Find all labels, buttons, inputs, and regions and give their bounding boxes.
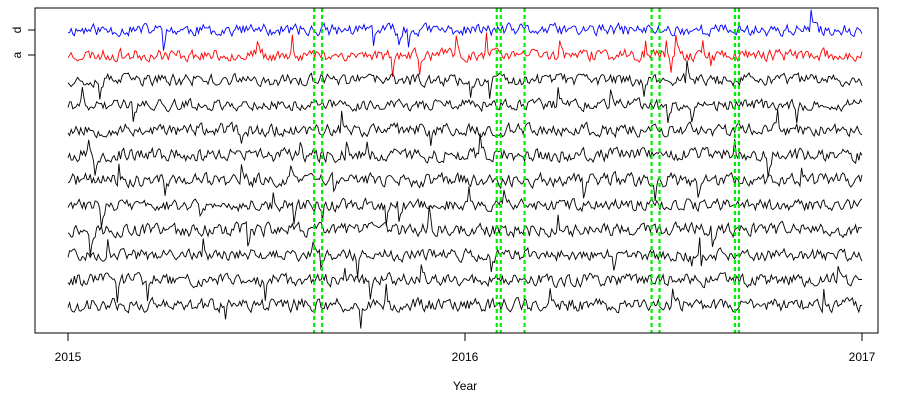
series-line-2 [67, 32, 863, 77]
series-line-7 [67, 163, 863, 202]
x-axis-label: Year [453, 379, 477, 393]
y-tick-label-d: d [10, 27, 24, 34]
series-line-9 [67, 205, 863, 256]
series-line-6 [67, 133, 863, 178]
series-line-8 [67, 186, 863, 228]
series-line-11 [67, 264, 863, 303]
series-line-3 [67, 60, 863, 100]
x-tick-label-2015: 2015 [55, 350, 82, 364]
x-tick-label-2016: 2016 [452, 350, 479, 364]
y-axis: da [10, 27, 35, 58]
vline-layer [313, 8, 741, 333]
series-line-5 [67, 109, 863, 146]
series-line-10 [67, 237, 863, 278]
series-line-1 [67, 9, 863, 51]
x-axis: 2015 2016 2017 [55, 332, 876, 364]
series-line-4 [67, 86, 863, 124]
series-line-12 [67, 283, 863, 329]
x-tick-label-2017: 2017 [849, 350, 876, 364]
y-tick-label-a: a [10, 51, 24, 58]
series-layer [67, 9, 863, 329]
